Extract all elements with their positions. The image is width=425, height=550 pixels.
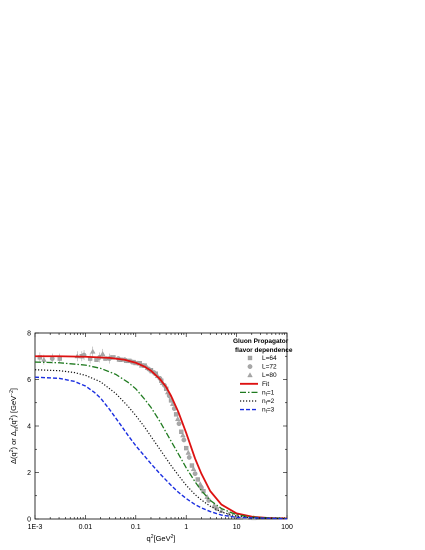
legend-label: nf=3 — [262, 407, 275, 415]
data-point — [195, 477, 200, 482]
data-point — [197, 481, 203, 487]
data-point — [173, 412, 179, 417]
data-point — [176, 421, 182, 427]
x-tick-label: 0.1 — [131, 524, 141, 531]
series — [35, 355, 288, 520]
x-tick-label: 10 — [233, 524, 241, 531]
legend: Gluon Propagator flavor dependence L=64L… — [233, 338, 293, 414]
data-point — [100, 351, 106, 356]
data-point — [186, 455, 192, 460]
data-point — [181, 437, 187, 443]
series-line — [34, 361, 288, 520]
y-tick-label: 6 — [27, 377, 31, 384]
data-point — [185, 449, 191, 455]
series — [34, 376, 288, 520]
y-tick-label: 4 — [27, 424, 31, 431]
legend-label: nf=2 — [262, 398, 275, 406]
x-tick-label: 1E-3 — [28, 524, 43, 531]
x-tick-label: 1 — [184, 524, 188, 531]
legend-label: L=72 — [262, 364, 277, 371]
data-point — [189, 463, 195, 468]
x-axis-label: q2[GeV2] — [147, 534, 176, 543]
series-layer — [34, 346, 288, 521]
legend-label: nf=1 — [262, 389, 275, 397]
legend-label: L=64 — [262, 355, 277, 362]
y-axis-label: Δ(q2) or Δnf(q2) [GeV−2] — [9, 388, 20, 464]
data-point — [184, 445, 189, 451]
y-tick-label: 2 — [27, 470, 31, 477]
data-point — [180, 432, 186, 438]
legend-label: L=80 — [262, 372, 277, 379]
data-point — [41, 356, 47, 362]
legend-title-line1: Gluon Propagator — [233, 338, 289, 345]
legend-marker — [247, 355, 253, 361]
series — [34, 361, 288, 520]
series-line — [34, 376, 288, 520]
series — [49, 350, 219, 511]
plot-frame — [34, 332, 288, 520]
x-tick-label: 100 — [281, 524, 293, 531]
data-point — [192, 471, 198, 477]
series-line — [35, 355, 288, 520]
data-point — [190, 466, 197, 471]
legend-marker — [247, 372, 253, 378]
data-point — [179, 429, 184, 434]
x-tick-label: 0.01 — [79, 524, 93, 531]
data-point — [211, 502, 217, 508]
data-point — [218, 508, 225, 513]
y-tick-label: 8 — [27, 331, 31, 338]
legend-title-line2: flavor dependence — [235, 347, 293, 354]
axis-ticks: 1E-3 0.01 0.1 1 10 100 0 2 4 6 8 — [27, 331, 293, 532]
data-point — [175, 416, 181, 421]
legend-label: Fit — [262, 381, 269, 388]
legend-marker — [247, 364, 253, 369]
y-tick-label: 0 — [27, 517, 31, 524]
data-point — [90, 348, 96, 354]
